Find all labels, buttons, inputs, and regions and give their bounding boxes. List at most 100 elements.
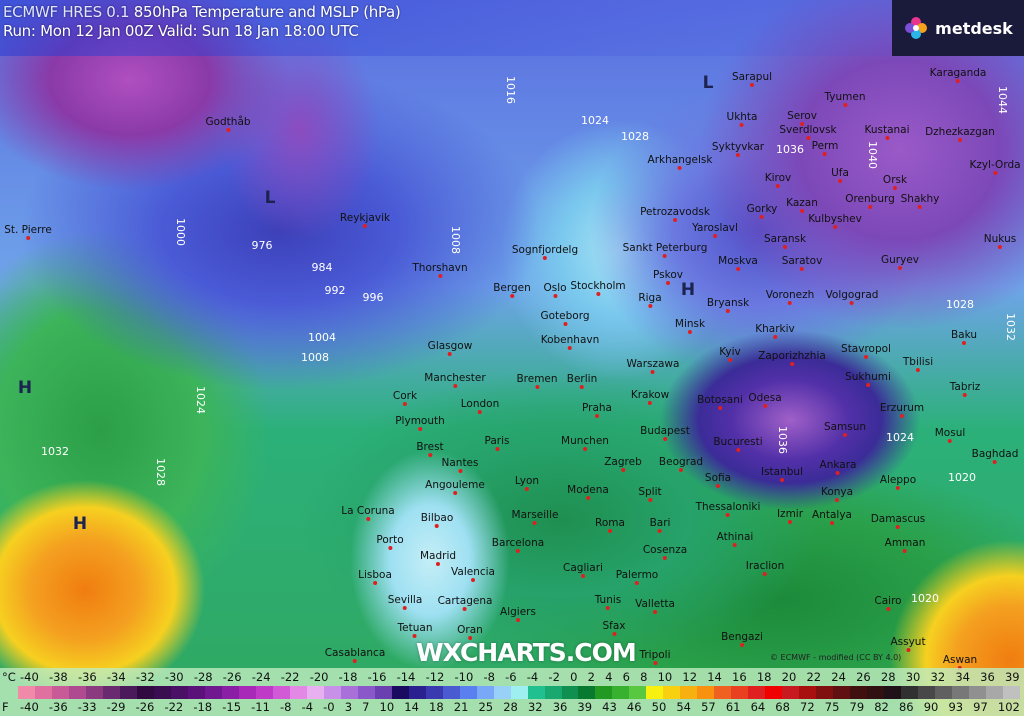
isobar-label: 1032 [1004, 313, 1017, 341]
city-label: Oran [457, 624, 483, 640]
celsius-tick: 8 [640, 670, 648, 684]
color-swatch [119, 686, 137, 699]
color-swatch [272, 686, 290, 699]
city-label: Aswan [942, 654, 978, 670]
color-swatch [799, 686, 817, 699]
city-label: Sarapul [731, 71, 773, 87]
fahrenheit-tick: -29 [106, 700, 126, 714]
city-label: Ukhta [726, 111, 758, 127]
isobar-label: 1024 [886, 431, 914, 444]
color-swatch [255, 686, 273, 699]
color-swatch [391, 686, 409, 699]
celsius-tick: 4 [605, 670, 613, 684]
city-label: Saratov [781, 255, 823, 271]
celsius-tick: -36 [77, 670, 97, 684]
color-swatch [986, 686, 1004, 699]
high-pressure-marker: H [17, 378, 33, 398]
city-label: Kirov [764, 172, 792, 188]
city-label: Serov [787, 110, 817, 126]
city-label: Kulbyshev [808, 213, 862, 229]
city-label: Sevilla [387, 594, 423, 610]
color-swatch [221, 686, 239, 699]
city-label: Dzhezkazgan [925, 126, 995, 142]
city-label: Bryansk [706, 297, 750, 313]
fahrenheit-tick: 3 [344, 700, 353, 714]
color-swatch [629, 686, 647, 699]
color-swatch [510, 686, 528, 699]
fahrenheit-tick: 36 [552, 700, 568, 714]
color-scale-bar [18, 686, 1021, 699]
color-swatch [374, 686, 392, 699]
city-label: Algiers [500, 606, 536, 622]
color-swatch [289, 686, 307, 699]
city-label: Orenburg [845, 193, 895, 209]
celsius-tick: -12 [425, 670, 445, 684]
logo-text: metdesk [935, 18, 1013, 38]
color-swatch [204, 686, 222, 699]
celsius-tick: 10 [657, 670, 673, 684]
city-label: Madrid [419, 550, 457, 566]
metdesk-flower-icon [905, 17, 928, 39]
city-label: Budapest [640, 425, 690, 441]
city-label: Cairo [874, 595, 902, 611]
isobar-label: 1008 [449, 226, 462, 254]
color-swatch [323, 686, 341, 699]
color-swatch [306, 686, 324, 699]
fahrenheit-tick: 10 [379, 700, 395, 714]
city-label: Riga [638, 292, 662, 308]
celsius-tick: -8 [483, 670, 495, 684]
city-label: Sfax [602, 620, 626, 636]
city-label: Bengazi [721, 631, 763, 647]
city-label: Thessaloniki [695, 501, 761, 517]
color-swatch [867, 686, 885, 699]
chart-title: ECMWF HRES 0.1 850hPa Temperature and MS… [3, 3, 401, 21]
color-swatch [408, 686, 426, 699]
fahrenheit-tick: 75 [824, 700, 840, 714]
city-label: Baku [950, 329, 978, 345]
fahrenheit-tick: -40 [20, 700, 39, 714]
color-swatch [901, 686, 919, 699]
celsius-tick: 22 [806, 670, 822, 684]
city-label: Tetuan [397, 622, 433, 638]
city-label: Antalya [812, 509, 852, 525]
celsius-tick: 36 [980, 670, 995, 684]
fahrenheit-tick: 39 [577, 700, 593, 714]
fahrenheit-tick: 54 [676, 700, 691, 714]
city-label: Valletta [635, 598, 675, 614]
color-swatch [527, 686, 545, 699]
fahrenheit-tick: -15 [222, 700, 242, 714]
city-label: Oslo [543, 282, 567, 298]
city-label: Reykjavik [339, 212, 391, 228]
fahrenheit-tick: 32 [527, 700, 543, 714]
city-label: Brest [416, 441, 444, 457]
color-swatch [884, 686, 902, 699]
color-swatch [935, 686, 953, 699]
isobar-label: 1004 [308, 331, 336, 344]
color-swatch [1003, 686, 1021, 699]
city-label: Yaroslavl [692, 222, 738, 238]
color-swatch [85, 686, 103, 699]
watermark: WXCHARTS.COM [416, 638, 637, 667]
fahrenheit-tick: 97 [973, 700, 988, 714]
city-label: Konya [820, 486, 854, 502]
city-label: Odesa [748, 392, 782, 408]
low-pressure-marker: L [702, 73, 714, 93]
isobar-label: 1028 [154, 458, 167, 486]
city-label: Paris [484, 435, 510, 451]
product-name: 850hPa Temperature and MSLP (hPa) [133, 3, 401, 21]
city-label: Minsk [674, 318, 706, 334]
city-label: Sankt Peterburg [622, 242, 708, 258]
city-label: Beograd [658, 456, 704, 472]
fahrenheit-tick: 93 [948, 700, 964, 714]
color-swatch [663, 686, 681, 699]
metdesk-logo: metdesk [892, 0, 1024, 56]
city-label: Izmir [776, 508, 804, 524]
city-label: Pskov [653, 269, 683, 285]
isobar-label: 1032 [41, 445, 69, 458]
isobar-label: 1028 [621, 130, 649, 143]
isobar-label: 1040 [866, 141, 879, 169]
city-label: Bergen [493, 282, 531, 298]
color-swatch [544, 686, 562, 699]
isobar-label: 1024 [194, 386, 207, 414]
